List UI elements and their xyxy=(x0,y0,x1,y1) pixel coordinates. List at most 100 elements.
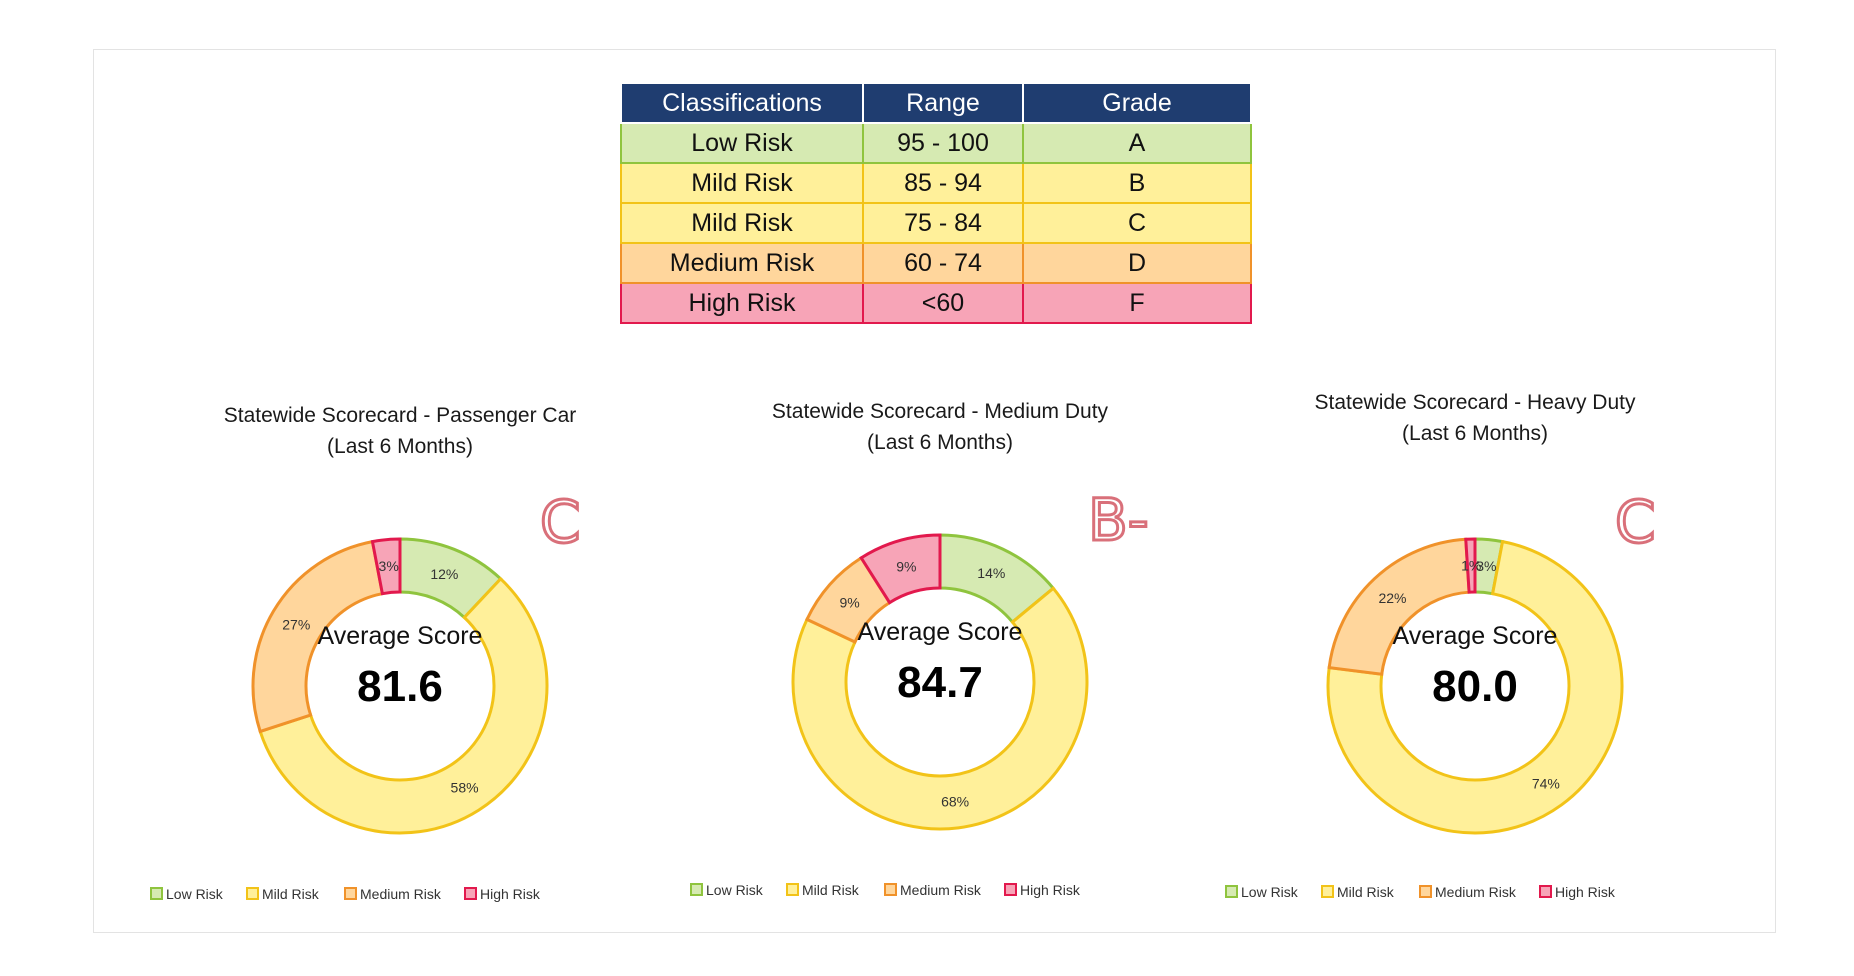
chart-subtitle: (Last 6 Months) xyxy=(867,431,1013,454)
legend-label: Mild Risk xyxy=(802,882,859,898)
legend-swatch xyxy=(344,887,357,900)
chart-subtitle: (Last 6 Months) xyxy=(327,435,473,458)
donut-chart: 3% 74% 22% 1% xyxy=(1326,537,1624,835)
donut-slice-medium xyxy=(1327,537,1471,676)
legend-item-medium: Medium Risk xyxy=(1419,884,1516,900)
legend-label: Low Risk xyxy=(1241,884,1298,900)
donut-slice-mild xyxy=(1326,539,1624,835)
table-row: Low Risk 95 - 100 A xyxy=(620,122,1252,164)
table-row: Medium Risk 60 - 74 D xyxy=(620,242,1252,284)
legend-swatch xyxy=(150,887,163,900)
legend-item-mild: Mild Risk xyxy=(246,886,319,902)
classification-table: Classifications Range Grade Low Risk 95 … xyxy=(620,82,1252,324)
chart-title: Statewide Scorecard - Medium Duty (Last … xyxy=(690,396,1190,458)
header-classifications: Classifications xyxy=(620,82,864,124)
data-label-medium: 22% xyxy=(1378,590,1406,606)
legend-swatch xyxy=(1539,885,1552,898)
chart-title: Statewide Scorecard - Heavy Duty (Last 6… xyxy=(1225,387,1725,449)
grade-cell: D xyxy=(1022,242,1252,284)
table-header-row: Classifications Range Grade xyxy=(620,82,1252,124)
legend-label: High Risk xyxy=(480,886,540,902)
legend-label: High Risk xyxy=(1020,882,1080,898)
grade-cell: B xyxy=(1022,162,1252,204)
legend-label: High Risk xyxy=(1555,884,1615,900)
range-cell: 60 - 74 xyxy=(862,242,1024,284)
legend-swatch xyxy=(464,887,477,900)
table-row: Mild Risk 75 - 84 C xyxy=(620,202,1252,244)
classification-cell: Low Risk xyxy=(620,122,864,164)
chart-subtitle: (Last 6 Months) xyxy=(1402,422,1548,445)
data-label-low: 12% xyxy=(430,566,458,582)
data-label-medium: 27% xyxy=(282,617,310,633)
data-label-mild: 68% xyxy=(941,794,969,810)
data-label-low: 14% xyxy=(977,565,1005,581)
donut-chart: 14% 68% 9% 9% xyxy=(791,533,1089,831)
legend-label: Mild Risk xyxy=(1337,884,1394,900)
grade-annotation: C xyxy=(539,487,582,558)
donut-slice-high xyxy=(1464,537,1477,594)
legend-label: Low Risk xyxy=(166,886,223,902)
grade-cell: A xyxy=(1022,122,1252,164)
range-cell: 95 - 100 xyxy=(862,122,1024,164)
legend-item-low: Low Risk xyxy=(690,882,763,898)
data-label-medium: 9% xyxy=(839,594,859,610)
legend-swatch xyxy=(786,883,799,896)
header-range: Range xyxy=(862,82,1024,124)
legend-label: Medium Risk xyxy=(360,886,441,902)
legend-label: Medium Risk xyxy=(1435,884,1516,900)
legend-item-mild: Mild Risk xyxy=(1321,884,1394,900)
range-cell: 75 - 84 xyxy=(862,202,1024,244)
legend-label: Low Risk xyxy=(706,882,763,898)
center-label: Average Score xyxy=(1392,622,1558,650)
data-label-mild: 74% xyxy=(1532,775,1560,791)
grade-cell: C xyxy=(1022,202,1252,244)
grade-annotation: C xyxy=(1614,487,1657,558)
donut-slice-medium xyxy=(251,539,385,734)
legend-swatch xyxy=(1321,885,1334,898)
table-row: Mild Risk 85 - 94 B xyxy=(620,162,1252,204)
data-label-high: 9% xyxy=(896,558,916,574)
legend-item-high: High Risk xyxy=(1004,882,1080,898)
range-cell: <60 xyxy=(862,282,1024,324)
chart-title-text: Statewide Scorecard - Medium Duty xyxy=(771,400,1109,423)
data-label-low: 3% xyxy=(1476,558,1496,574)
legend-item-high: High Risk xyxy=(464,886,540,902)
chart-title-text: Statewide Scorecard - Passenger Car xyxy=(223,404,577,427)
grade-annotation: B- xyxy=(1087,485,1151,556)
legend-swatch xyxy=(1225,885,1238,898)
legend-item-high: High Risk xyxy=(1539,884,1615,900)
classification-cell: Mild Risk xyxy=(620,162,864,204)
legend-swatch xyxy=(246,887,259,900)
center-value: 80.0 xyxy=(1432,662,1518,711)
legend-item-low: Low Risk xyxy=(1225,884,1298,900)
legend-item-low: Low Risk xyxy=(150,886,223,902)
donut-slice-high xyxy=(370,537,402,596)
donut-slice-mild xyxy=(791,586,1089,831)
chart-title-text: Statewide Scorecard - Heavy Duty xyxy=(1314,391,1636,414)
classification-cell: High Risk xyxy=(620,282,864,324)
center-value: 84.7 xyxy=(897,658,983,707)
data-label-mild: 58% xyxy=(451,780,479,796)
legend-label: Mild Risk xyxy=(262,886,319,902)
data-label-high: 1% xyxy=(1461,558,1481,574)
center-value: 81.6 xyxy=(357,662,443,711)
donut-chart: 12% 58% 27% 3% xyxy=(251,537,549,835)
data-label-high: 3% xyxy=(379,558,399,574)
chart-heavy-duty: Statewide Scorecard - Heavy Duty (Last 6… xyxy=(1225,391,1725,930)
center-label: Average Score xyxy=(317,622,483,650)
chart-passenger-car: Statewide Scorecard - Passenger Car (Las… xyxy=(150,400,650,930)
legend-swatch xyxy=(1419,885,1432,898)
classification-cell: Mild Risk xyxy=(620,202,864,244)
center-label: Average Score xyxy=(857,618,1023,646)
legend-item-mild: Mild Risk xyxy=(786,882,859,898)
legend-swatch xyxy=(690,883,703,896)
classification-cell: Medium Risk xyxy=(620,242,864,284)
grade-cell: F xyxy=(1022,282,1252,324)
legend-item-medium: Medium Risk xyxy=(344,886,441,902)
legend-label: Medium Risk xyxy=(900,882,981,898)
chart-title: Statewide Scorecard - Passenger Car (Las… xyxy=(150,400,650,462)
table-row: High Risk <60 F xyxy=(620,282,1252,324)
donut-slice-mild xyxy=(258,576,549,835)
legend-item-medium: Medium Risk xyxy=(884,882,981,898)
donut-slice-high xyxy=(859,533,942,605)
